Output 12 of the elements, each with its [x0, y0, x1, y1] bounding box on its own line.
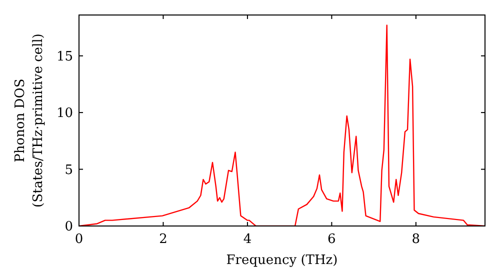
y-tick-label: 15 [56, 49, 73, 64]
x-tick-label: 8 [412, 232, 420, 247]
y-axis-title: Phonon DOS (States/THz·primitive cell) [13, 33, 46, 208]
x-tick-label: 6 [328, 232, 336, 247]
x-axis-title: Frequency (THz) [226, 253, 338, 268]
y-tick-label: 10 [56, 106, 73, 122]
line-series [79, 24, 485, 226]
x-tick-label: 2 [159, 232, 168, 247]
x-tick-label: 4 [243, 232, 252, 247]
y-tick-label: 5 [64, 162, 73, 178]
y-tick-label: 0 [64, 220, 73, 235]
x-tick-label: 0 [74, 232, 84, 247]
